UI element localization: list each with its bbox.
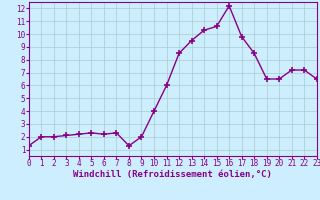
X-axis label: Windchill (Refroidissement éolien,°C): Windchill (Refroidissement éolien,°C) xyxy=(73,170,272,179)
